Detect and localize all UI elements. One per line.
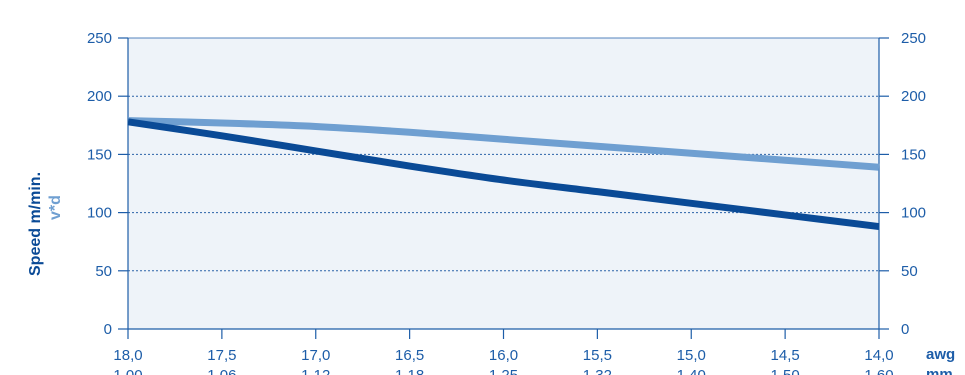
x-mm-tick-label-3: 1,18 [395,367,424,375]
y-tick-label-left-150: 150 [87,146,112,163]
y-tick-label-left-50: 50 [95,263,112,280]
series-lines [127,117,880,231]
x-tick-label-8: 14,0 [864,347,893,364]
y-axis-left: 0 50 100 150 200 250 [87,30,128,338]
x-axis-awg: 18,0 17,5 17,0 16,5 16,0 15,5 15,0 14,5 14,0 [113,329,894,364]
x-mm-tick-label-2: 1,12 [301,367,330,375]
y-tick-label-right-50: 50 [901,263,918,280]
x-mm-tick-label-8: 1,60 [864,367,893,375]
y-tick-label-left-250: 250 [87,30,112,47]
y-tick-label-right-250: 250 [901,30,926,47]
x-tick-label-6: 15,0 [677,347,706,364]
series-line-1 [127,118,880,231]
y-tick-label-right-150: 150 [901,146,926,163]
x-mm-tick-label-7: 1,50 [771,367,800,375]
y-tick-label-right-100: 100 [901,205,926,222]
x-tick-label-2: 17,0 [301,347,330,364]
x-mm-tick-label-6: 1,40 [677,367,706,375]
x-mm-tick-label-5: 1,32 [583,367,612,375]
y-label-primary: Speed m/min. [27,172,44,276]
y-tick-label-left-0: 0 [104,321,112,338]
series-line-0 [127,117,880,171]
y-tick-label-right-0: 0 [901,321,909,338]
x-axis-mm: 1,00 1,06 1,12 1,18 1,25 1,32 1,40 1,50 1,60 [113,367,893,375]
x-mm-tick-label-4: 1,25 [489,367,518,375]
x-tick-label-1: 17,5 [207,347,236,364]
x-tick-label-3: 16,5 [395,347,424,364]
y-tick-label-left-100: 100 [87,205,112,222]
x-mm-tick-label-0: 1,00 [113,367,142,375]
x-tick-label-5: 15,5 [583,347,612,364]
y-label-secondary: v*d [47,195,64,220]
x-unit-mm: mm [926,366,953,375]
x-tick-label-0: 18,0 [113,347,142,364]
x-unit-awg: awg [926,346,955,363]
x-mm-tick-label-1: 1,06 [207,367,236,375]
y-tick-label-right-200: 200 [901,88,926,105]
y-tick-label-left-200: 200 [87,88,112,105]
x-tick-label-4: 16,0 [489,347,518,364]
y-axis-right: 0 50 100 150 200 250 [879,30,926,338]
x-tick-label-7: 14,5 [771,347,800,364]
